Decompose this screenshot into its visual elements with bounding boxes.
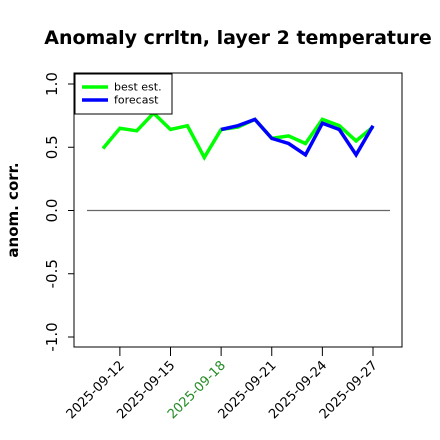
y-tick-label: -1.0 bbox=[43, 322, 61, 351]
series-layer bbox=[101, 110, 375, 161]
series-line-best-est- bbox=[101, 110, 375, 161]
legend: best est.forecast bbox=[74, 73, 173, 115]
x-axis: 2025-09-122025-09-152025-09-182025-09-21… bbox=[64, 347, 381, 422]
y-tick-label: 0.0 bbox=[43, 199, 61, 223]
y-tick-label: -0.5 bbox=[43, 259, 61, 288]
y-tick-label: 1.0 bbox=[43, 72, 61, 96]
y-tick-label: 0.5 bbox=[43, 135, 61, 159]
y-axis: -1.0 -0.5 0.0 0.5 1.0 bbox=[43, 72, 74, 352]
y-axis-label: anom. corr. bbox=[4, 162, 22, 257]
chart-title: Anomaly crrltn, layer 2 temperature bbox=[44, 27, 432, 49]
legend-box bbox=[74, 73, 173, 115]
legend-label: best est. bbox=[114, 81, 162, 94]
legend-label: forecast bbox=[114, 94, 159, 107]
series-line-forecast bbox=[220, 117, 375, 159]
